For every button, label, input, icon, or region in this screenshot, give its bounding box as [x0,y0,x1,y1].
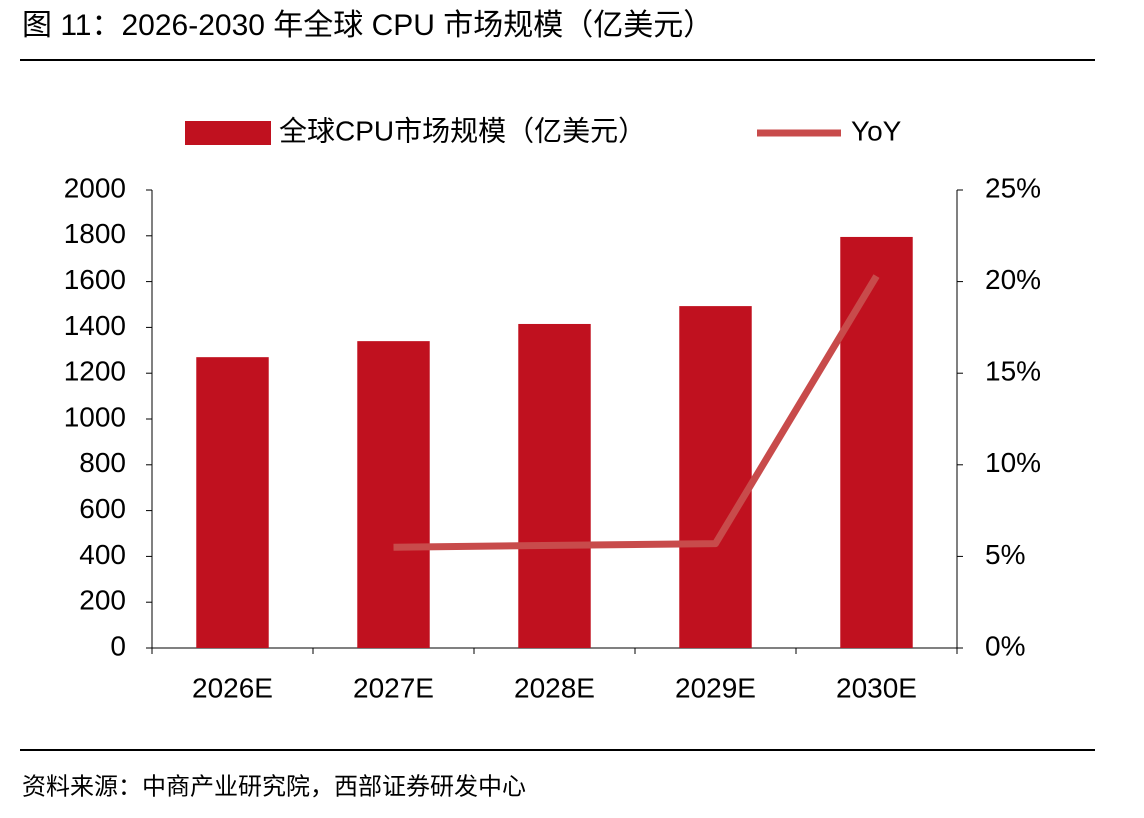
line [393,274,880,551]
y-tick-label: 200 [79,585,126,616]
x-tick-label: 2026E [192,672,273,703]
legend-swatch [185,121,271,145]
bar [840,236,913,648]
y-tick-label: 1200 [64,356,126,387]
y-tick-label: 1400 [64,310,126,341]
y-tick-label: 1800 [64,218,126,249]
y2-tick-label: 20% [985,264,1041,295]
y-tick-label: 2000 [64,172,126,203]
x-tick-label: 2029E [675,672,756,703]
y-tick-label: 800 [79,447,126,478]
x-tick-label: 2027E [353,672,434,703]
y2-tick-label: 15% [985,356,1041,387]
y-tick-label: 0 [110,630,126,661]
y2-tick-label: 25% [985,172,1041,203]
y-tick-label: 400 [79,539,126,570]
bar [518,323,591,648]
y-tick-label: 1600 [64,264,126,295]
chart-title: 图 11：2026-2030 年全球 CPU 市场规模（亿美元） [22,9,713,42]
y-tick-label: 600 [79,493,126,524]
legend-label: YoY [851,115,902,146]
bar [196,357,269,648]
y-tick-label: 1000 [64,401,126,432]
y2-tick-label: 10% [985,447,1041,478]
bar [357,341,430,648]
y2-tick-label: 0% [985,630,1025,661]
x-tick-label: 2030E [836,672,917,703]
bar [679,306,752,648]
source-note: 资料来源：中商产业研究院，西部证券研发中心 [22,773,526,800]
legend-label: 全球CPU市场规模（亿美元） [279,115,646,146]
y2-tick-label: 5% [985,539,1025,570]
x-tick-label: 2028E [514,672,595,703]
